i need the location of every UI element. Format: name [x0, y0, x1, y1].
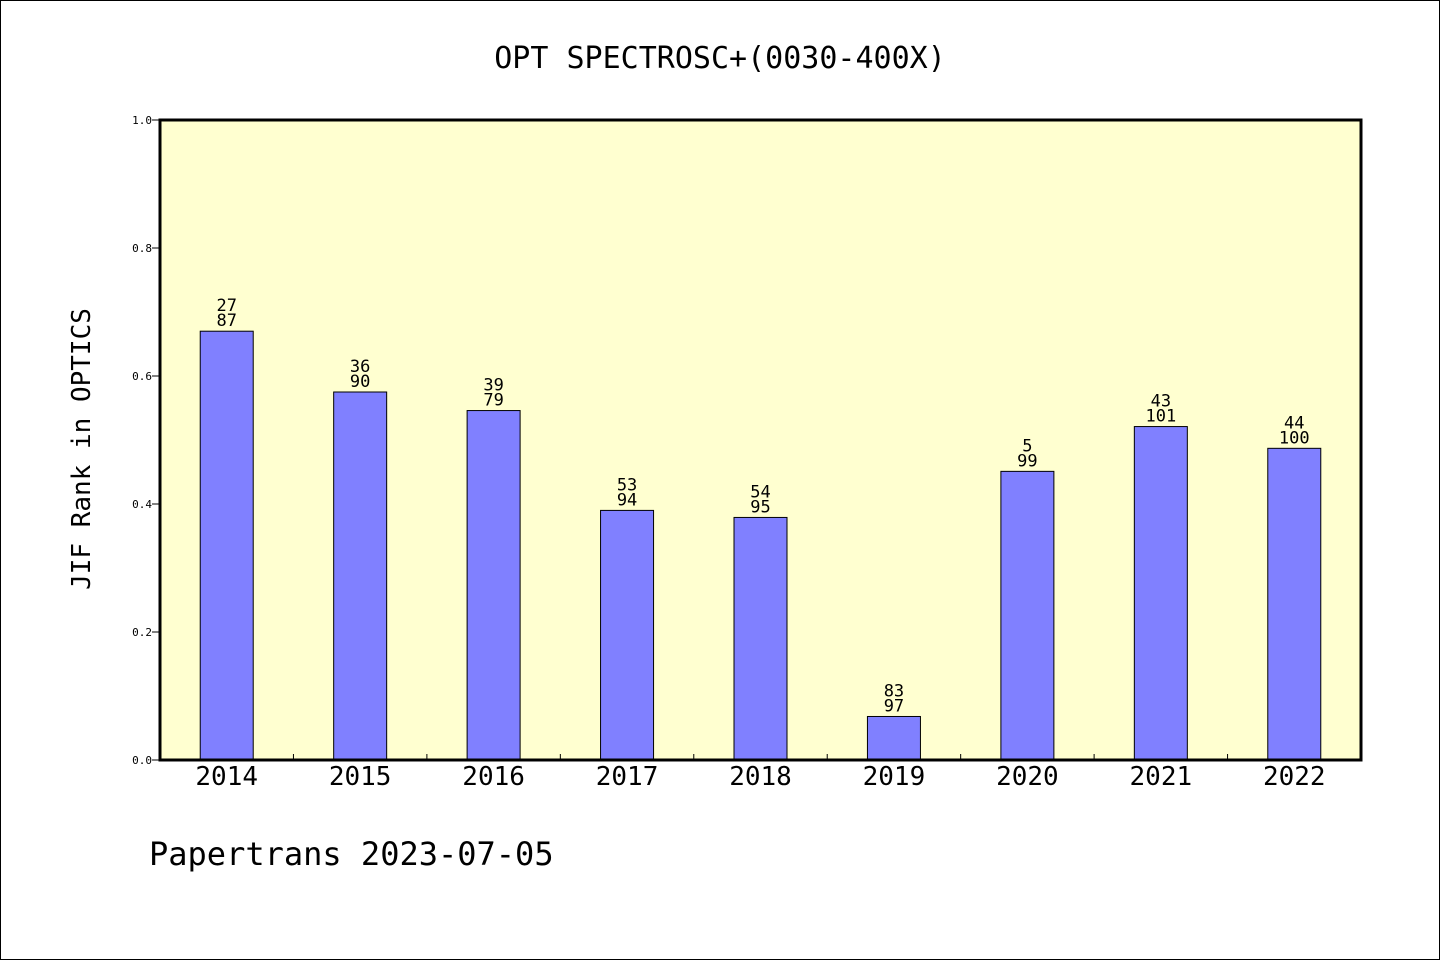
- rank-label-2014: 27: [216, 296, 236, 316]
- bars: [199, 330, 1322, 761]
- bar-2020: [1000, 470, 1055, 761]
- total-label-2021: 101: [1145, 407, 1176, 427]
- total-label-2019: 97: [884, 696, 904, 716]
- rank-label-2017: 53: [617, 475, 637, 495]
- total-label-2020: 99: [1017, 451, 1037, 471]
- rank-label-2015: 36: [350, 357, 370, 377]
- x-tick-label-2022: 2022: [1263, 762, 1326, 792]
- x-tick-label-2021: 2021: [1130, 762, 1193, 792]
- x-tick-label-2019: 2019: [863, 762, 926, 792]
- y-axis-label: JIF Rank in OPTICS: [67, 308, 97, 590]
- bar-2014: [199, 330, 254, 761]
- rank-label-2018: 54: [750, 482, 770, 502]
- total-label-2016: 79: [483, 391, 503, 411]
- plot-frame: [158, 118, 1363, 762]
- x-tick-label-2016: 2016: [462, 762, 525, 792]
- y-tick-label: 0.0: [132, 754, 152, 767]
- x-tick-label-2020: 2020: [996, 762, 1059, 792]
- chart-title: OPT SPECTROSC+(0030-400X): [494, 41, 946, 76]
- x-tick-label-2018: 2018: [729, 762, 792, 792]
- rank-label-2020: 5: [1022, 436, 1032, 456]
- y-tick-label: 1.0: [132, 114, 152, 127]
- rank-label-2022: 44: [1284, 413, 1304, 433]
- y-tick-label: 0.2: [132, 626, 152, 639]
- bar-2016: [466, 410, 521, 761]
- rank-label-2016: 39: [483, 376, 503, 396]
- bar-2015: [333, 391, 388, 761]
- y-tick-label: 0.4: [132, 498, 152, 511]
- bar-2019: [866, 715, 921, 761]
- y-tick-label: 0.8: [132, 242, 152, 255]
- y-tick-label: 0.6: [132, 370, 152, 383]
- bar-2017: [600, 509, 655, 761]
- rank-label-2019: 83: [884, 681, 904, 701]
- total-label-2015: 90: [350, 372, 370, 392]
- x-tick-label-2017: 2017: [596, 762, 659, 792]
- x-tick-label-2014: 2014: [195, 762, 258, 792]
- x-tick-label-2015: 2015: [329, 762, 392, 792]
- bar-2022: [1267, 447, 1322, 761]
- bar-2018: [733, 516, 788, 761]
- x-axis-ticks: 2014 2015 2016 2017 2018 2019 2020 2021 2022: [195, 754, 1326, 792]
- total-label-2017: 94: [617, 490, 637, 510]
- total-label-2022: 100: [1279, 428, 1310, 448]
- y-axis-ticks: 0.0 0.2 0.4 0.6 0.8 1.0: [132, 114, 160, 767]
- footer-text: Papertrans 2023-07-05: [149, 835, 554, 873]
- rank-label-2021: 43: [1151, 392, 1171, 412]
- bar-2021: [1133, 426, 1188, 761]
- total-label-2014: 87: [216, 311, 236, 331]
- total-label-2018: 95: [750, 497, 770, 517]
